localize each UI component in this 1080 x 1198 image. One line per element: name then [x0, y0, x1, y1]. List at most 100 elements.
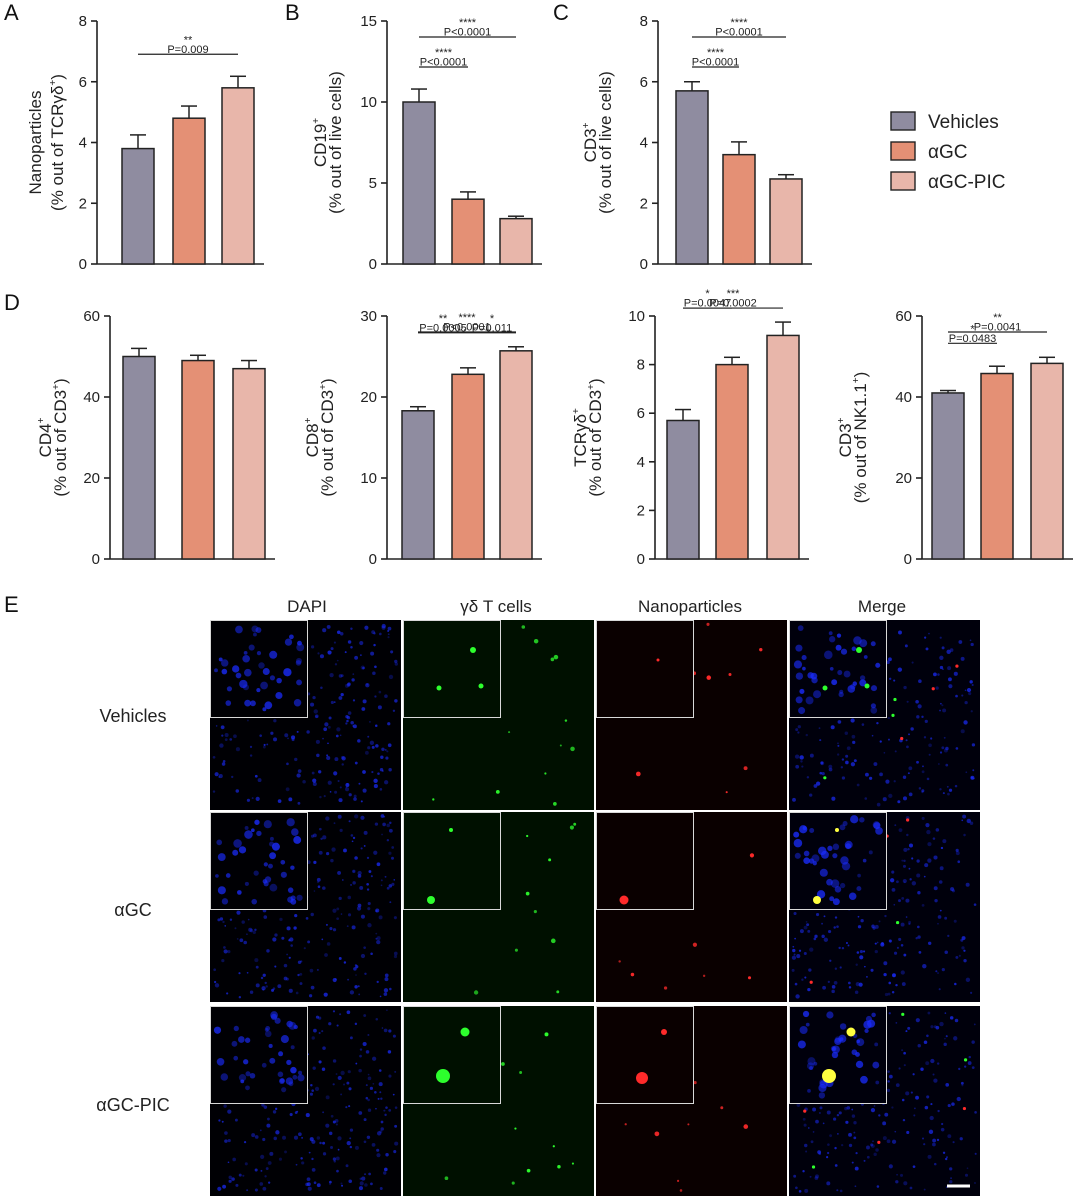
cell-dot: [327, 725, 331, 729]
row-label: αGC: [114, 900, 151, 920]
cell-dot: [965, 771, 968, 774]
cell-dot: [388, 768, 392, 772]
cell-dot: [943, 748, 948, 753]
cell-dot: [373, 632, 376, 635]
cell-dot: [374, 822, 379, 826]
cell-dot: [792, 948, 796, 953]
inset-dot: [268, 1043, 273, 1049]
cell-dot: [299, 972, 303, 976]
cell-dot: [903, 1181, 908, 1186]
cell-dot: [943, 736, 946, 739]
cell-dot: [827, 980, 830, 984]
y-tick-label: 0: [640, 256, 648, 273]
inset-dot: [857, 873, 861, 878]
inset-dot: [872, 1061, 880, 1069]
cell-dot: [926, 1034, 929, 1038]
cell-dot: [252, 930, 256, 934]
cell-dot: [893, 697, 897, 702]
cell-dot: [273, 1136, 278, 1141]
cell-dot: [946, 1156, 948, 1158]
cell-dot: [235, 1183, 239, 1187]
cell-dot: [933, 1162, 937, 1166]
cell-dot: [884, 1112, 889, 1117]
cell-dot: [388, 1074, 392, 1078]
cell-dot: [306, 730, 310, 734]
cell-dot: [933, 1025, 937, 1029]
cell-dot: [394, 1141, 399, 1146]
cell-dot: [360, 914, 365, 919]
cell-dot: [321, 1067, 326, 1071]
cell-dot: [798, 949, 802, 952]
inset-dot: [271, 842, 280, 851]
y-axis-label-sup: +: [836, 417, 847, 423]
cell-dot: [388, 884, 393, 888]
cell-dot: [903, 881, 906, 883]
cell-dot: [330, 1145, 334, 1149]
cell-dot: [525, 891, 530, 896]
cell-dot: [801, 765, 804, 768]
y-axis-label-sup: +: [36, 417, 47, 423]
inset-dot: [244, 881, 249, 886]
cell-dot: [325, 923, 328, 926]
cell-dot: [215, 725, 218, 727]
cell-dot: [893, 903, 896, 906]
inset-dot: [218, 657, 223, 662]
cell-dot: [372, 1083, 375, 1085]
cell-dot: [373, 643, 376, 647]
cell-dot: [930, 737, 933, 740]
cell-dot: [909, 878, 912, 881]
cell-dot: [837, 720, 842, 724]
cell-dot: [809, 947, 814, 952]
inset-background: [210, 620, 307, 717]
cell-dot: [878, 920, 881, 923]
cell-dot: [934, 898, 938, 903]
cell-dot: [214, 772, 219, 777]
cell-dot: [805, 1150, 808, 1153]
micrograph-tile: [596, 620, 787, 810]
cell-dot: [268, 1181, 271, 1184]
cell-dot: [351, 678, 355, 682]
cell-dot: [221, 959, 225, 963]
cell-dot: [328, 1131, 333, 1136]
inset-dot: [269, 1057, 276, 1064]
cell-dot: [743, 1124, 749, 1129]
inset-spot: [864, 683, 870, 689]
inset-dot: [233, 1025, 239, 1032]
cell-dot: [376, 1131, 382, 1136]
cell-dot: [850, 718, 855, 723]
cell-dot: [340, 692, 344, 697]
bar: [121, 147, 155, 265]
cell-dot: [310, 834, 315, 838]
cell-dot: [340, 913, 343, 915]
inset-background: [210, 1006, 307, 1103]
inset-dot: [842, 821, 848, 827]
inset-dot: [831, 679, 838, 686]
cell-dot: [829, 959, 832, 962]
inset-dot: [221, 898, 229, 905]
cell-dot: [870, 1107, 876, 1113]
cell-dot: [346, 1010, 351, 1015]
cell-dot: [373, 778, 378, 783]
cell-dot: [792, 945, 795, 948]
cell-dot: [902, 1118, 906, 1122]
cell-dot: [254, 774, 258, 778]
cell-dot: [944, 916, 948, 920]
inset-dot: [277, 1071, 284, 1078]
cell-dot: [337, 814, 342, 819]
cell-dot: [384, 694, 388, 698]
inset-dot: [268, 863, 273, 869]
y-axis-label-sup: +: [48, 80, 59, 86]
cell-dot: [822, 1122, 825, 1125]
cell-dot: [819, 771, 823, 775]
y-axis-label-rest: ): [318, 378, 337, 384]
cell-dot: [372, 671, 376, 676]
inset-dot: [290, 895, 296, 901]
cell-dot: [326, 755, 331, 761]
cell-dot: [928, 632, 930, 635]
inset-dot: [859, 679, 867, 687]
inset-border: [789, 812, 887, 910]
cell-dot: [277, 799, 282, 803]
cell-dot: [939, 788, 942, 791]
cell-dot: [791, 968, 795, 972]
cell-dot: [966, 1167, 969, 1170]
